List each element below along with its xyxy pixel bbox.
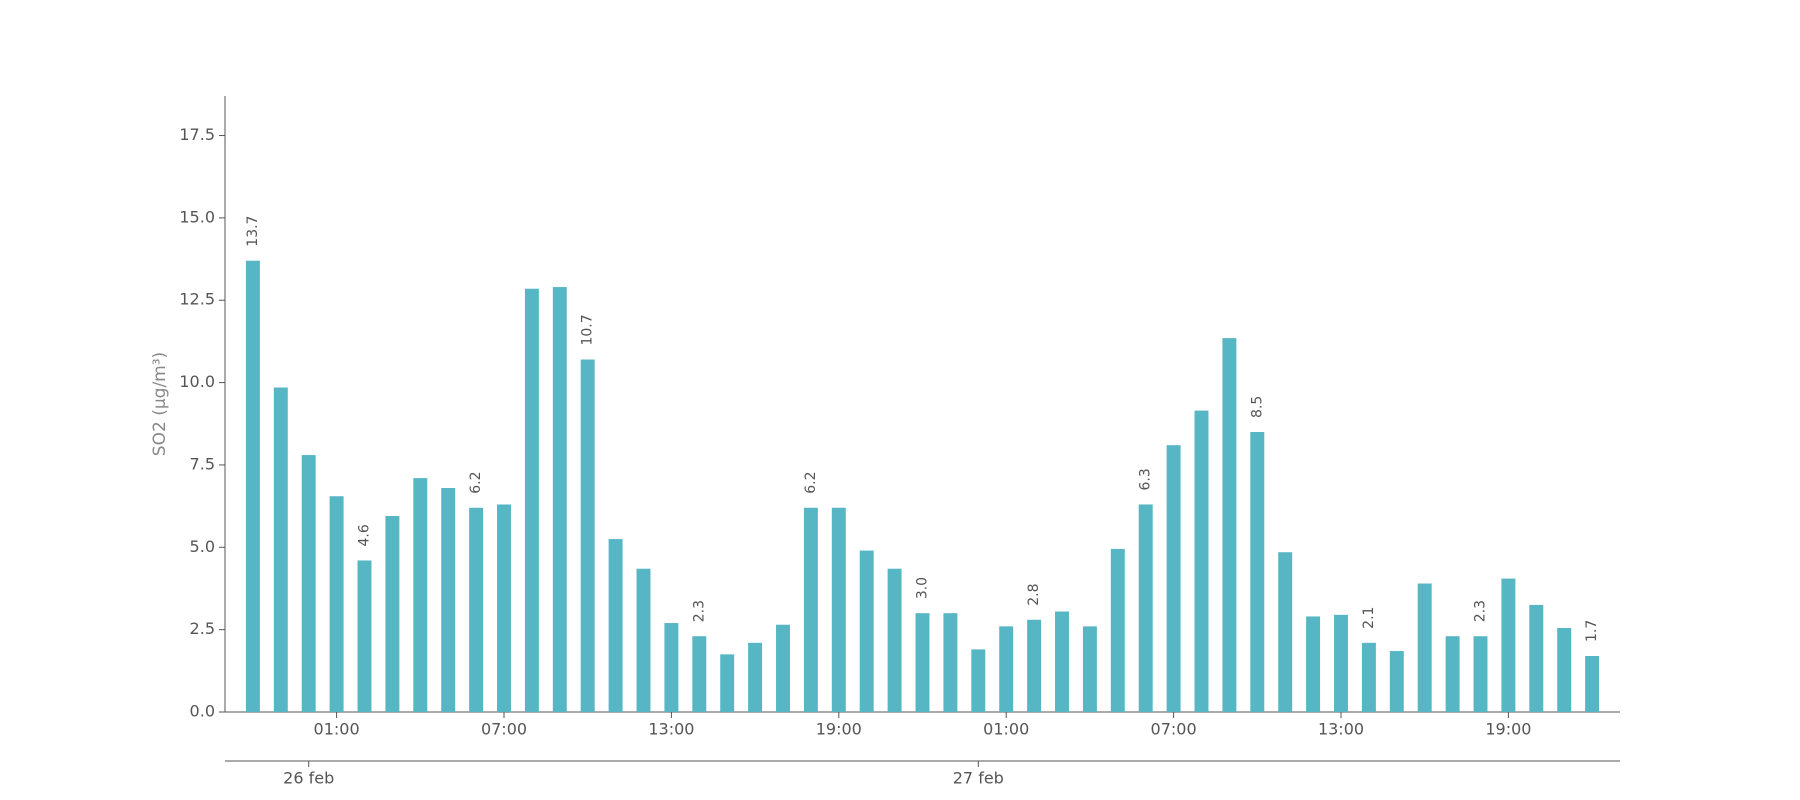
y-tick-label: 15.0 xyxy=(179,207,215,226)
bar xyxy=(636,568,651,712)
bar xyxy=(720,654,735,712)
value-label: 13.7 xyxy=(245,216,261,247)
bar xyxy=(1082,626,1097,712)
bar xyxy=(1138,504,1153,712)
bar xyxy=(329,496,344,712)
value-label: 8.5 xyxy=(1249,396,1265,418)
date-tick-label: 26 feb xyxy=(283,769,334,788)
bar xyxy=(524,288,539,712)
bar xyxy=(1222,338,1237,712)
bar xyxy=(608,539,623,712)
bar xyxy=(943,613,958,712)
x-tick-label: 01:00 xyxy=(983,720,1029,739)
bar xyxy=(1529,604,1544,712)
bar xyxy=(1389,651,1404,712)
bar xyxy=(1027,619,1042,712)
value-label: 2.3 xyxy=(691,600,707,622)
value-label: 2.3 xyxy=(1473,600,1489,622)
bar xyxy=(441,488,456,712)
bar xyxy=(469,507,484,712)
bar xyxy=(245,260,260,712)
bar xyxy=(1194,410,1209,712)
y-tick-label: 5.0 xyxy=(190,537,215,556)
bar xyxy=(1055,611,1069,712)
value-label: 6.3 xyxy=(1138,468,1154,490)
value-label: 2.1 xyxy=(1361,607,1377,629)
bar xyxy=(1361,642,1376,712)
bar xyxy=(1585,656,1600,712)
value-label: 6.2 xyxy=(468,471,484,493)
bar xyxy=(1166,445,1181,712)
bar xyxy=(385,516,400,712)
bar xyxy=(971,649,986,712)
bar xyxy=(1473,636,1488,712)
y-tick-label: 12.5 xyxy=(179,290,215,309)
bar xyxy=(887,568,902,712)
bar xyxy=(552,287,567,712)
bar xyxy=(1250,432,1265,712)
bar xyxy=(803,507,818,712)
bar xyxy=(301,455,316,712)
value-label: 10.7 xyxy=(580,314,596,345)
bar xyxy=(1557,628,1572,712)
bar xyxy=(580,359,595,712)
y-tick-label: 0.0 xyxy=(190,702,215,721)
bar xyxy=(357,560,372,712)
bar xyxy=(1334,614,1348,712)
bar xyxy=(413,478,428,712)
bar xyxy=(915,613,930,712)
x-tick-label: 19:00 xyxy=(1485,720,1531,739)
x-tick-label: 07:00 xyxy=(481,720,527,739)
x-tick-label: 07:00 xyxy=(1151,720,1197,739)
y-tick-label: 7.5 xyxy=(190,454,215,473)
date-tick-label: 27 feb xyxy=(953,769,1004,788)
bar xyxy=(273,387,288,712)
bar xyxy=(859,550,874,712)
bar xyxy=(1417,583,1432,712)
bar xyxy=(776,624,790,712)
bar xyxy=(748,642,763,712)
bar xyxy=(999,626,1014,712)
bar xyxy=(831,507,846,712)
bar xyxy=(497,504,511,712)
value-label: 2.8 xyxy=(1026,583,1042,605)
x-tick-label: 13:00 xyxy=(1318,720,1364,739)
y-tick-label: 2.5 xyxy=(190,619,215,638)
bar xyxy=(692,636,707,712)
bar xyxy=(1110,548,1125,712)
value-label: 3.0 xyxy=(915,577,931,599)
y-tick-label: 10.0 xyxy=(179,372,215,391)
x-tick-label: 01:00 xyxy=(314,720,360,739)
bar xyxy=(1306,616,1321,712)
x-tick-label: 19:00 xyxy=(816,720,862,739)
y-tick-label: 17.5 xyxy=(179,125,215,144)
value-label: 6.2 xyxy=(803,471,819,493)
bar xyxy=(1278,552,1293,712)
bar xyxy=(664,623,679,712)
y-axis-label: SO2 (μg/m³) xyxy=(150,352,170,456)
x-tick-label: 13:00 xyxy=(648,720,694,739)
bar xyxy=(1445,636,1460,712)
value-label: 1.7 xyxy=(1584,620,1600,642)
value-label: 4.6 xyxy=(357,524,373,546)
bar xyxy=(1501,578,1516,712)
